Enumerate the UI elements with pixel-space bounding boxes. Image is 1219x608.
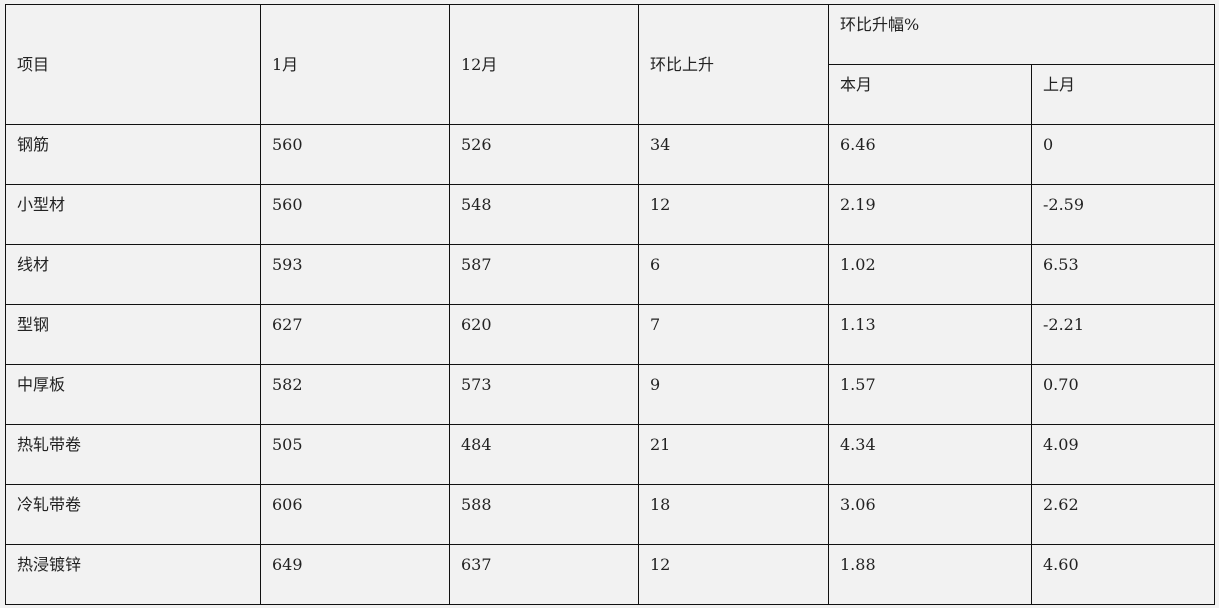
cell-last-month: -2.21: [1031, 304, 1215, 365]
cell-rise: 7: [638, 304, 829, 365]
cell-this-month: 4.34: [828, 424, 1032, 485]
cell-this-month: 6.46: [828, 124, 1032, 185]
cell-dec: 484: [449, 424, 639, 485]
table-row: 线材 593 587 6 1.02 6.53: [5, 244, 1215, 305]
header-mom-rise: 环比上升: [638, 4, 829, 125]
header-jan: 1月: [260, 4, 450, 125]
cell-last-month: 6.53: [1031, 244, 1215, 305]
cell-jan: 627: [260, 304, 450, 365]
cell-jan: 505: [260, 424, 450, 485]
header-item: 项目: [5, 4, 261, 125]
cell-item: 中厚板: [5, 364, 261, 425]
cell-last-month: 0: [1031, 124, 1215, 185]
table-row: 小型材 560 548 12 2.19 -2.59: [5, 184, 1215, 245]
table-row: 热浸镀锌 649 637 12 1.88 4.60: [5, 544, 1215, 605]
cell-last-month: 0.70: [1031, 364, 1215, 425]
cell-item: 型钢: [5, 304, 261, 365]
cell-item: 热浸镀锌: [5, 544, 261, 605]
steel-price-table: 项目 1月 12月 环比上升 环比升幅% 本月 上月 钢筋 560 526 34 6.4…: [5, 4, 1215, 605]
table-row: 热轧带卷 505 484 21 4.34 4.09: [5, 424, 1215, 485]
cell-rise: 9: [638, 364, 829, 425]
cell-jan: 560: [260, 184, 450, 245]
cell-dec: 587: [449, 244, 639, 305]
subheader-row: 本月 上月: [6, 64, 1215, 125]
cell-jan: 606: [260, 484, 450, 545]
cell-jan: 649: [260, 544, 450, 605]
cell-dec: 620: [449, 304, 639, 365]
cell-this-month: 2.19: [828, 184, 1032, 245]
cell-item: 小型材: [5, 184, 261, 245]
cell-item: 冷轧带卷: [5, 484, 261, 545]
cell-last-month: 4.60: [1031, 544, 1215, 605]
cell-dec: 526: [449, 124, 639, 185]
cell-this-month: 1.57: [828, 364, 1032, 425]
table-row: 钢筋 560 526 34 6.46 0: [5, 124, 1215, 185]
cell-rise: 21: [638, 424, 829, 485]
cell-last-month: 4.09: [1031, 424, 1215, 485]
cell-this-month: 1.02: [828, 244, 1032, 305]
header-dec: 12月: [449, 4, 639, 125]
cell-jan: 582: [260, 364, 450, 425]
cell-last-month: 2.62: [1031, 484, 1215, 545]
cell-last-month: -2.59: [1031, 184, 1215, 245]
header-row: 项目 1月 12月 环比上升 环比升幅%: [5, 4, 1215, 125]
cell-dec: 548: [449, 184, 639, 245]
cell-item: 钢筋: [5, 124, 261, 185]
table-row: 冷轧带卷 606 588 18 3.06 2.62: [5, 484, 1215, 545]
cell-rise: 34: [638, 124, 829, 185]
cell-rise: 12: [638, 544, 829, 605]
cell-item: 热轧带卷: [5, 424, 261, 485]
cell-rise: 18: [638, 484, 829, 545]
table-row: 型钢 627 620 7 1.13 -2.21: [5, 304, 1215, 365]
table-row: 中厚板 582 573 9 1.57 0.70: [5, 364, 1215, 425]
cell-dec: 637: [449, 544, 639, 605]
header-last-month: 上月: [1031, 64, 1215, 125]
cell-jan: 593: [260, 244, 450, 305]
header-this-month: 本月: [828, 64, 1032, 125]
cell-jan: 560: [260, 124, 450, 185]
header-mom-pct: 环比升幅%: [828, 4, 1215, 65]
cell-item: 线材: [5, 244, 261, 305]
cell-dec: 573: [449, 364, 639, 425]
cell-rise: 12: [638, 184, 829, 245]
cell-rise: 6: [638, 244, 829, 305]
cell-this-month: 1.13: [828, 304, 1032, 365]
cell-this-month: 1.88: [828, 544, 1032, 605]
cell-dec: 588: [449, 484, 639, 545]
cell-this-month: 3.06: [828, 484, 1032, 545]
